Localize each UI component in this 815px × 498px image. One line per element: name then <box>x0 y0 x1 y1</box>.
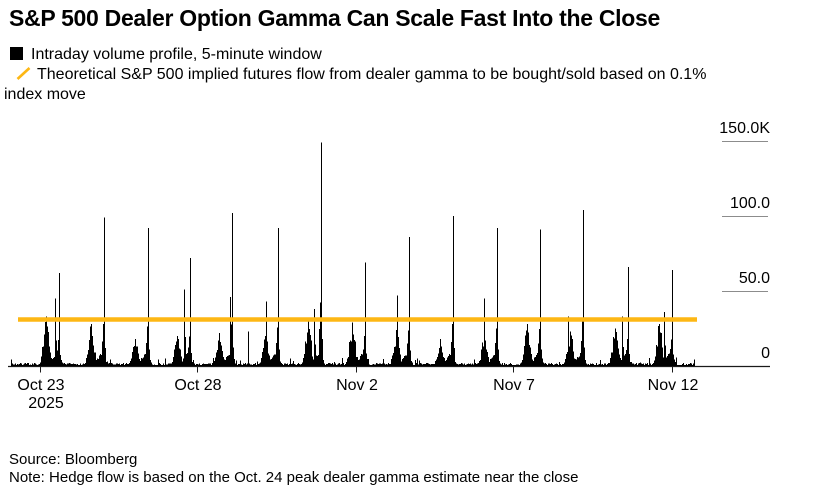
source-line: Source: Bloomberg <box>9 451 138 468</box>
legend-flow-row: Theoretical S&P 500 implied futures flow… <box>4 65 730 105</box>
legend-flow-label: Theoretical S&P 500 implied futures flow… <box>4 66 707 103</box>
legend-volume-row: Intraday volume profile, 5-minute window <box>4 45 730 65</box>
y-axis-label: 50.0 <box>739 270 770 287</box>
x-axis-label: Nov 12 <box>648 377 699 394</box>
x-axis-label: Oct 28 <box>174 377 221 394</box>
y-axis-label: 0 <box>761 345 770 362</box>
legend-volume-label: Intraday volume profile, 5-minute window <box>31 46 322 63</box>
y-axis-label: 150.0K <box>719 120 770 137</box>
legend: Intraday volume profile, 5-minute window… <box>4 45 730 105</box>
x-axis-label: Nov 2 <box>336 377 378 394</box>
y-axis-label: 100.0 <box>730 195 770 212</box>
x-axis-label: Nov 7 <box>493 377 535 394</box>
x-axis-label: Oct 23 <box>17 377 64 394</box>
black-square-icon <box>10 47 23 60</box>
note-line: Note: Hedge flow is based on the Oct. 24… <box>9 469 579 486</box>
page-title: S&P 500 Dealer Option Gamma Can Scale Fa… <box>9 5 660 31</box>
x-axis-year-label: 2025 <box>28 395 64 412</box>
volume-bars <box>11 142 695 366</box>
yellow-slash-icon <box>10 66 31 86</box>
